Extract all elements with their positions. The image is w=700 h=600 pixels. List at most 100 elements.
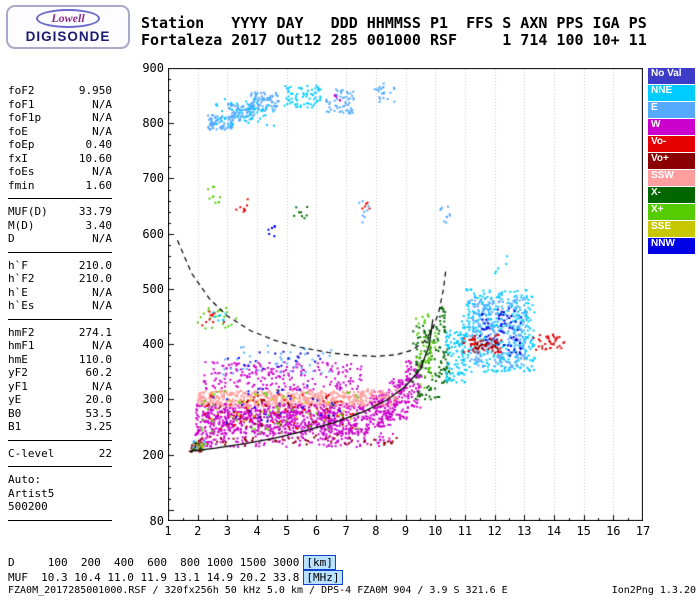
param-row: hmF2 274.1 [8, 326, 112, 340]
param-label: B0 [8, 406, 22, 420]
param-value: 20.0 [85, 393, 113, 406]
param-row: foF1p N/A [8, 111, 112, 125]
y-tick-label: 500 [142, 281, 164, 296]
y-tick-label: 900 [142, 61, 164, 75]
param-label: C-level [8, 446, 55, 460]
param-row: yE 20.0 [8, 393, 112, 407]
param-row: foF1 N/A [8, 98, 112, 112]
param-row: fxI 10.60 [8, 152, 112, 166]
distance-values: D 100 200 400 600 800 1000 1500 3000 [8, 556, 300, 569]
digisonde-logo-text: DIGISONDE [25, 29, 111, 44]
param-row: MUF(D) 33.79 [8, 205, 112, 219]
param-row: yF2 60.2 [8, 366, 112, 380]
param-row: foEp 0.40 [8, 138, 112, 152]
param-label: D [8, 232, 15, 245]
param-value: N/A [92, 111, 112, 124]
x-tick-label: 15 [576, 524, 591, 538]
distance-row: D 100 200 400 600 800 1000 1500 3000 [km] [8, 555, 343, 570]
doppler-color-legend: No Val NNE E W Vo- Vo+ SSW X- X+ SSE NNW [648, 68, 695, 255]
param-value: N/A [92, 232, 112, 245]
param-row: yF1 N/A [8, 380, 112, 394]
param-label: h`F [8, 258, 28, 272]
param-value: 53.5 [85, 406, 113, 420]
legend-item-w: W [648, 119, 695, 135]
param-value: 3.40 [85, 218, 113, 232]
digisonde-logo: Lowell DIGISONDE [6, 5, 130, 49]
y-tick-label: 200 [142, 447, 164, 462]
param-label: foEs [8, 165, 35, 178]
param-row: D N/A [8, 232, 112, 246]
param-value: N/A [92, 97, 112, 111]
legend-item-x+: X+ [648, 204, 695, 220]
x-tick-label: 11 [457, 524, 473, 538]
param-row: Artist5 [8, 487, 112, 501]
param-value: N/A [92, 299, 112, 312]
param-row: 500200 [8, 500, 112, 514]
param-row: h`F2 210.0 [8, 272, 112, 286]
d-muf-table: D 100 200 400 600 800 1000 1500 3000 [km]… [8, 555, 343, 585]
param-label: h`F2 [8, 272, 35, 285]
mhz-unit-badge: [MHz] [303, 570, 343, 585]
x-tick-label: 13 [517, 524, 532, 538]
param-label: fxI [8, 151, 28, 165]
y-tick-label: 600 [142, 226, 164, 241]
param-separator [8, 318, 112, 320]
param-separator [8, 466, 112, 467]
legend-item-x-: X- [648, 187, 695, 203]
y-tick-label: 700 [142, 171, 164, 186]
param-row: M(D) 3.40 [8, 219, 112, 233]
km-unit-badge: [km] [303, 555, 336, 570]
param-value: 274.1 [78, 325, 112, 339]
param-label: foF2 [8, 84, 35, 97]
param-value: N/A [92, 165, 112, 178]
param-value: 110.0 [78, 352, 112, 366]
param-label: yF1 [8, 379, 28, 393]
y-tick-label: 300 [142, 392, 164, 407]
software-version-text: Ion2Png 1.3.20 [611, 585, 696, 596]
param-value: 0.40 [85, 138, 113, 151]
param-label: foF1p [8, 111, 42, 124]
legend-item-vo-: Vo- [648, 136, 695, 152]
param-label: yF2 [8, 366, 28, 379]
legend-item-no-val: No Val [648, 68, 695, 84]
legend-item-e: E [648, 102, 695, 118]
param-label: hmF2 [8, 325, 35, 339]
param-separator [8, 251, 112, 253]
y-tick-label: 800 [142, 116, 164, 131]
param-row: Auto: [8, 473, 112, 487]
x-tick-label: 14 [546, 524, 562, 538]
param-row: B1 3.25 [8, 420, 112, 434]
x-tick-label: 9 [401, 524, 410, 538]
param-value: 1.60 [85, 178, 113, 192]
x-tick-label: 1 [164, 524, 172, 538]
param-value: 33.79 [78, 205, 112, 218]
y-tick-label: 400 [142, 337, 164, 352]
legend-item-nnw: NNW [648, 238, 695, 254]
x-tick-label: 17 [635, 524, 651, 538]
param-value: N/A [92, 124, 112, 138]
param-row: hmF1 N/A [8, 339, 112, 353]
lowell-logo-text: Lowell [36, 9, 100, 28]
x-tick-label: 12 [487, 524, 502, 538]
param-value: N/A [92, 339, 112, 352]
param-row: foEs N/A [8, 165, 112, 179]
legend-item-vo+: Vo+ [648, 153, 695, 169]
muf-row: MUF 10.3 10.4 11.0 11.9 13.1 14.9 20.2 3… [8, 570, 343, 585]
param-label: MUF(D) [8, 205, 48, 218]
legend-item-sse: SSE [648, 221, 695, 237]
param-value: N/A [92, 379, 112, 393]
param-row: h`E N/A [8, 286, 112, 300]
param-value: 9.950 [78, 84, 112, 97]
param-separator [8, 198, 112, 199]
param-value: 10.60 [78, 151, 112, 165]
x-tick-label: 4 [253, 524, 261, 538]
muf-values: MUF 10.3 10.4 11.0 11.9 13.1 14.9 20.2 3… [8, 571, 300, 584]
param-label: foEp [8, 138, 35, 151]
param-row: hmE 110.0 [8, 353, 112, 367]
file-info-text: FZA0M_2017285001000.RSF / 320fx256h 50 k… [8, 585, 508, 596]
param-separator [8, 519, 112, 521]
param-separator [8, 439, 112, 441]
param-label: Artist5 [8, 486, 55, 500]
x-tick-label: 16 [606, 524, 621, 538]
